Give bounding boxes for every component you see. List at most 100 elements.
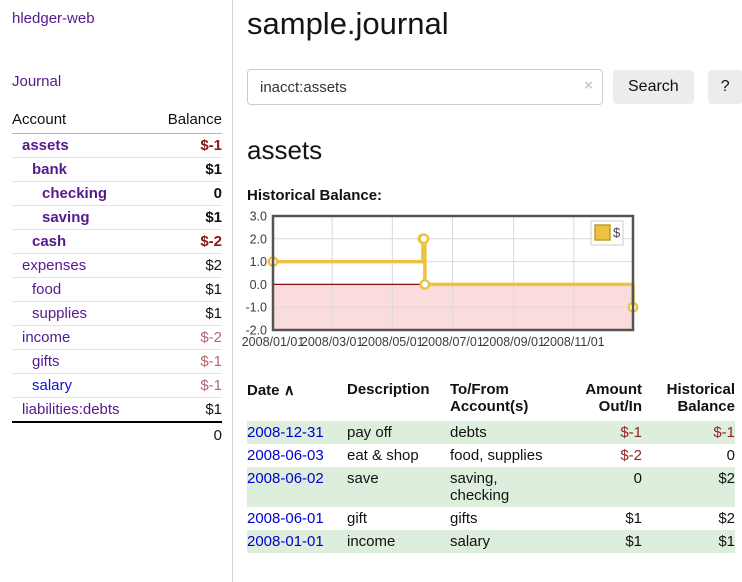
transaction-accounts: salary xyxy=(450,533,491,550)
account-balance: $-2 xyxy=(151,229,222,254)
accounts-table: Account Balance assets $-1 bank $1 checking 0… xyxy=(12,108,222,447)
account-link[interactable]: cash xyxy=(32,233,67,250)
accounts-total-value: 0 xyxy=(151,421,222,447)
svg-text:-1.0: -1.0 xyxy=(245,301,267,315)
transaction-date-link[interactable]: 2008-01-01 xyxy=(247,533,324,550)
transaction-balance: $1 xyxy=(718,533,735,550)
account-link[interactable]: food xyxy=(32,281,62,298)
transaction-amount: $1 xyxy=(625,533,642,550)
transaction-date-cell: 2008-06-03 xyxy=(247,444,347,467)
svg-text:1.0: 1.0 xyxy=(250,255,267,269)
account-link[interactable]: checking xyxy=(42,185,108,202)
account-row: checking 0 xyxy=(12,181,222,206)
transaction-accounts: food, supplies xyxy=(450,447,543,464)
account-balance: $1 xyxy=(151,157,222,182)
accounts-header-balance: Balance xyxy=(151,108,222,134)
historical-balance-chart: $3.0 2.0 1.0 0.0 -1.0 -2.0 2008/01/01 2008/03/0… xyxy=(239,210,742,363)
account-row: saving $1 xyxy=(12,205,222,230)
transaction-description: eat & shop xyxy=(347,447,419,464)
clear-search-icon[interactable]: × xyxy=(584,77,593,94)
page-title: sample.journal xyxy=(247,6,449,41)
account-row: salary $-1 xyxy=(12,373,222,398)
sidebar-item-journal[interactable]: Journal xyxy=(12,73,62,90)
transaction-row: 2008-12-31 pay off debts $-1 $-1 xyxy=(247,421,735,444)
account-name-cell: bank xyxy=(12,157,152,182)
account-name-cell: cash xyxy=(12,229,152,254)
account-link[interactable]: income xyxy=(22,329,71,346)
accounts-table-body: assets $-1 bank $1 checking 0 saving $1 cash $-2 e… xyxy=(12,133,222,423)
account-row: food $1 xyxy=(12,277,222,302)
account-row: liabilities:debts $1 xyxy=(12,398,222,423)
transaction-date-cell: 2008-12-31 xyxy=(247,421,347,444)
accounts-table-header: Account Balance xyxy=(12,108,222,134)
account-row: assets $-1 xyxy=(12,133,222,158)
transaction-balance: $-1 xyxy=(713,424,735,441)
transaction-date-link[interactable]: 2008-06-02 xyxy=(247,470,324,487)
account-link[interactable]: supplies xyxy=(32,305,88,322)
account-balance: $-1 xyxy=(151,349,222,374)
transaction-row: 2008-06-01 gift gifts $1 $2 xyxy=(247,507,735,530)
transaction-balance: $2 xyxy=(718,470,735,487)
legend-label: $ xyxy=(613,225,621,240)
register-table: Date ∧ Description To/From Account(s) Am… xyxy=(247,379,735,553)
transaction-date-cell: 2008-06-01 xyxy=(247,507,347,530)
svg-text:0.0: 0.0 xyxy=(250,278,267,292)
transaction-date-link[interactable]: 2008-12-31 xyxy=(247,424,324,441)
legend-swatch xyxy=(594,224,611,241)
account-row: expenses $2 xyxy=(12,253,222,278)
data-point-marker xyxy=(418,233,430,245)
data-point-marker xyxy=(419,279,431,290)
account-name-cell: assets xyxy=(12,133,152,158)
account-name-cell: income xyxy=(12,325,152,350)
transaction-date-cell: 2008-06-02 xyxy=(247,467,347,507)
register-header-balance: Historical Balance xyxy=(666,381,735,415)
account-name-cell: supplies xyxy=(12,301,152,326)
search-input[interactable] xyxy=(247,69,603,105)
register-table-body: 2008-12-31 pay off debts $-1 $-1 2008-06-03 ea… xyxy=(247,421,735,553)
svg-text:3.0: 3.0 xyxy=(250,210,267,224)
search-row: × Search ? xyxy=(247,69,742,105)
transaction-date-link[interactable]: 2008-06-03 xyxy=(247,447,324,464)
account-balance: $-2 xyxy=(151,325,222,350)
account-link[interactable]: liabilities:debts xyxy=(22,401,120,418)
svg-text:2008/07/01: 2008/07/01 xyxy=(421,335,484,349)
account-balance: $1 xyxy=(151,205,222,230)
account-page-title: assets xyxy=(247,135,323,165)
transaction-amount: $1 xyxy=(625,510,642,527)
account-name-cell: liabilities:debts xyxy=(12,398,152,423)
accounts-header-account: Account xyxy=(12,108,152,134)
svg-text:2008/03/01: 2008/03/01 xyxy=(301,335,364,349)
svg-text:2008/11/01: 2008/11/01 xyxy=(543,335,605,349)
transaction-date-link[interactable]: 2008-06-01 xyxy=(247,510,324,527)
transaction-amount: $-1 xyxy=(620,424,642,441)
account-link[interactable]: bank xyxy=(32,161,68,178)
register-header-description: Description xyxy=(347,381,430,398)
account-name-cell: salary xyxy=(12,373,152,398)
account-row: cash $-2 xyxy=(12,229,222,254)
account-link[interactable]: expenses xyxy=(22,257,87,274)
accounts-total-row: 0 xyxy=(12,421,222,447)
account-link[interactable]: salary xyxy=(32,377,73,394)
transaction-amount: 0 xyxy=(633,470,642,487)
help-button[interactable]: ? xyxy=(707,70,742,104)
transaction-date-cell: 2008-01-01 xyxy=(247,530,347,553)
account-row: bank $1 xyxy=(12,157,222,182)
sort-ascending-icon: ∧ xyxy=(283,382,295,399)
transaction-description: pay off xyxy=(347,424,392,441)
search-button[interactable]: Search xyxy=(613,70,694,104)
account-row: income $-2 xyxy=(12,325,222,350)
register-header-accounts: To/From Account(s) xyxy=(450,381,529,415)
account-name-cell: checking xyxy=(12,181,152,206)
accounts-total-spacer xyxy=(12,421,152,447)
svg-text:2.0: 2.0 xyxy=(250,232,267,246)
transaction-row: 2008-06-03 eat & shop food, supplies $-2 0 xyxy=(247,444,735,467)
account-balance: 0 xyxy=(151,181,222,206)
account-name-cell: expenses xyxy=(12,253,152,278)
transaction-row: 2008-01-01 income salary $1 $1 xyxy=(247,530,735,553)
account-link[interactable]: gifts xyxy=(32,353,60,370)
account-link[interactable]: saving xyxy=(42,209,90,226)
account-link[interactable]: assets xyxy=(22,137,69,154)
app-title-link[interactable]: hledger-web xyxy=(12,10,95,27)
account-row: supplies $1 xyxy=(12,301,222,326)
transaction-balance: 0 xyxy=(726,447,735,464)
